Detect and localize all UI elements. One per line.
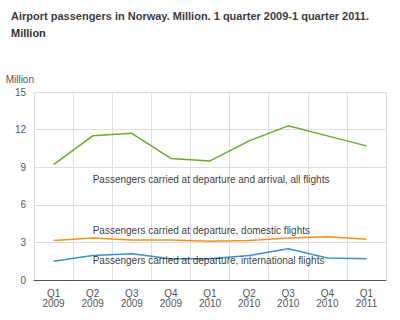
svg-text:Q2: Q2 (242, 287, 256, 299)
svg-text:Q3: Q3 (125, 287, 139, 299)
svg-text:6: 6 (20, 199, 26, 210)
svg-text:15: 15 (15, 87, 27, 98)
svg-text:Passengers carried at departur: Passengers carried at departure, interna… (93, 255, 325, 266)
svg-text:0: 0 (20, 275, 26, 286)
svg-text:Q1: Q1 (359, 287, 374, 299)
svg-text:2009: 2009 (121, 298, 144, 309)
svg-text:2011: 2011 (356, 298, 378, 309)
svg-text:Passengers carried at departur: Passengers carried at departure, domesti… (93, 225, 310, 236)
svg-text:Q1: Q1 (203, 287, 217, 299)
svg-text:2009: 2009 (82, 298, 105, 309)
svg-text:Q2: Q2 (86, 287, 100, 299)
svg-text:Q4: Q4 (320, 287, 334, 299)
svg-text:2010: 2010 (199, 298, 222, 309)
svg-text:2009: 2009 (160, 298, 183, 309)
svg-text:12: 12 (15, 124, 27, 135)
svg-text:Passengers carried at departur: Passengers carried at departure and arri… (93, 174, 330, 185)
svg-text:2010: 2010 (316, 298, 339, 309)
svg-text:Airport passengers in Norway.: Airport passengers in Norway. Million. 1… (11, 10, 369, 22)
svg-text:Q4: Q4 (164, 287, 178, 299)
svg-text:3: 3 (20, 237, 26, 248)
svg-text:9: 9 (20, 162, 26, 173)
svg-text:2010: 2010 (238, 298, 261, 309)
svg-text:Q1: Q1 (46, 287, 61, 299)
svg-text:Million: Million (6, 74, 34, 85)
svg-text:Million: Million (11, 27, 46, 39)
svg-text:Q3: Q3 (281, 287, 295, 299)
svg-text:2009: 2009 (42, 298, 65, 309)
svg-text:2010: 2010 (277, 298, 300, 309)
